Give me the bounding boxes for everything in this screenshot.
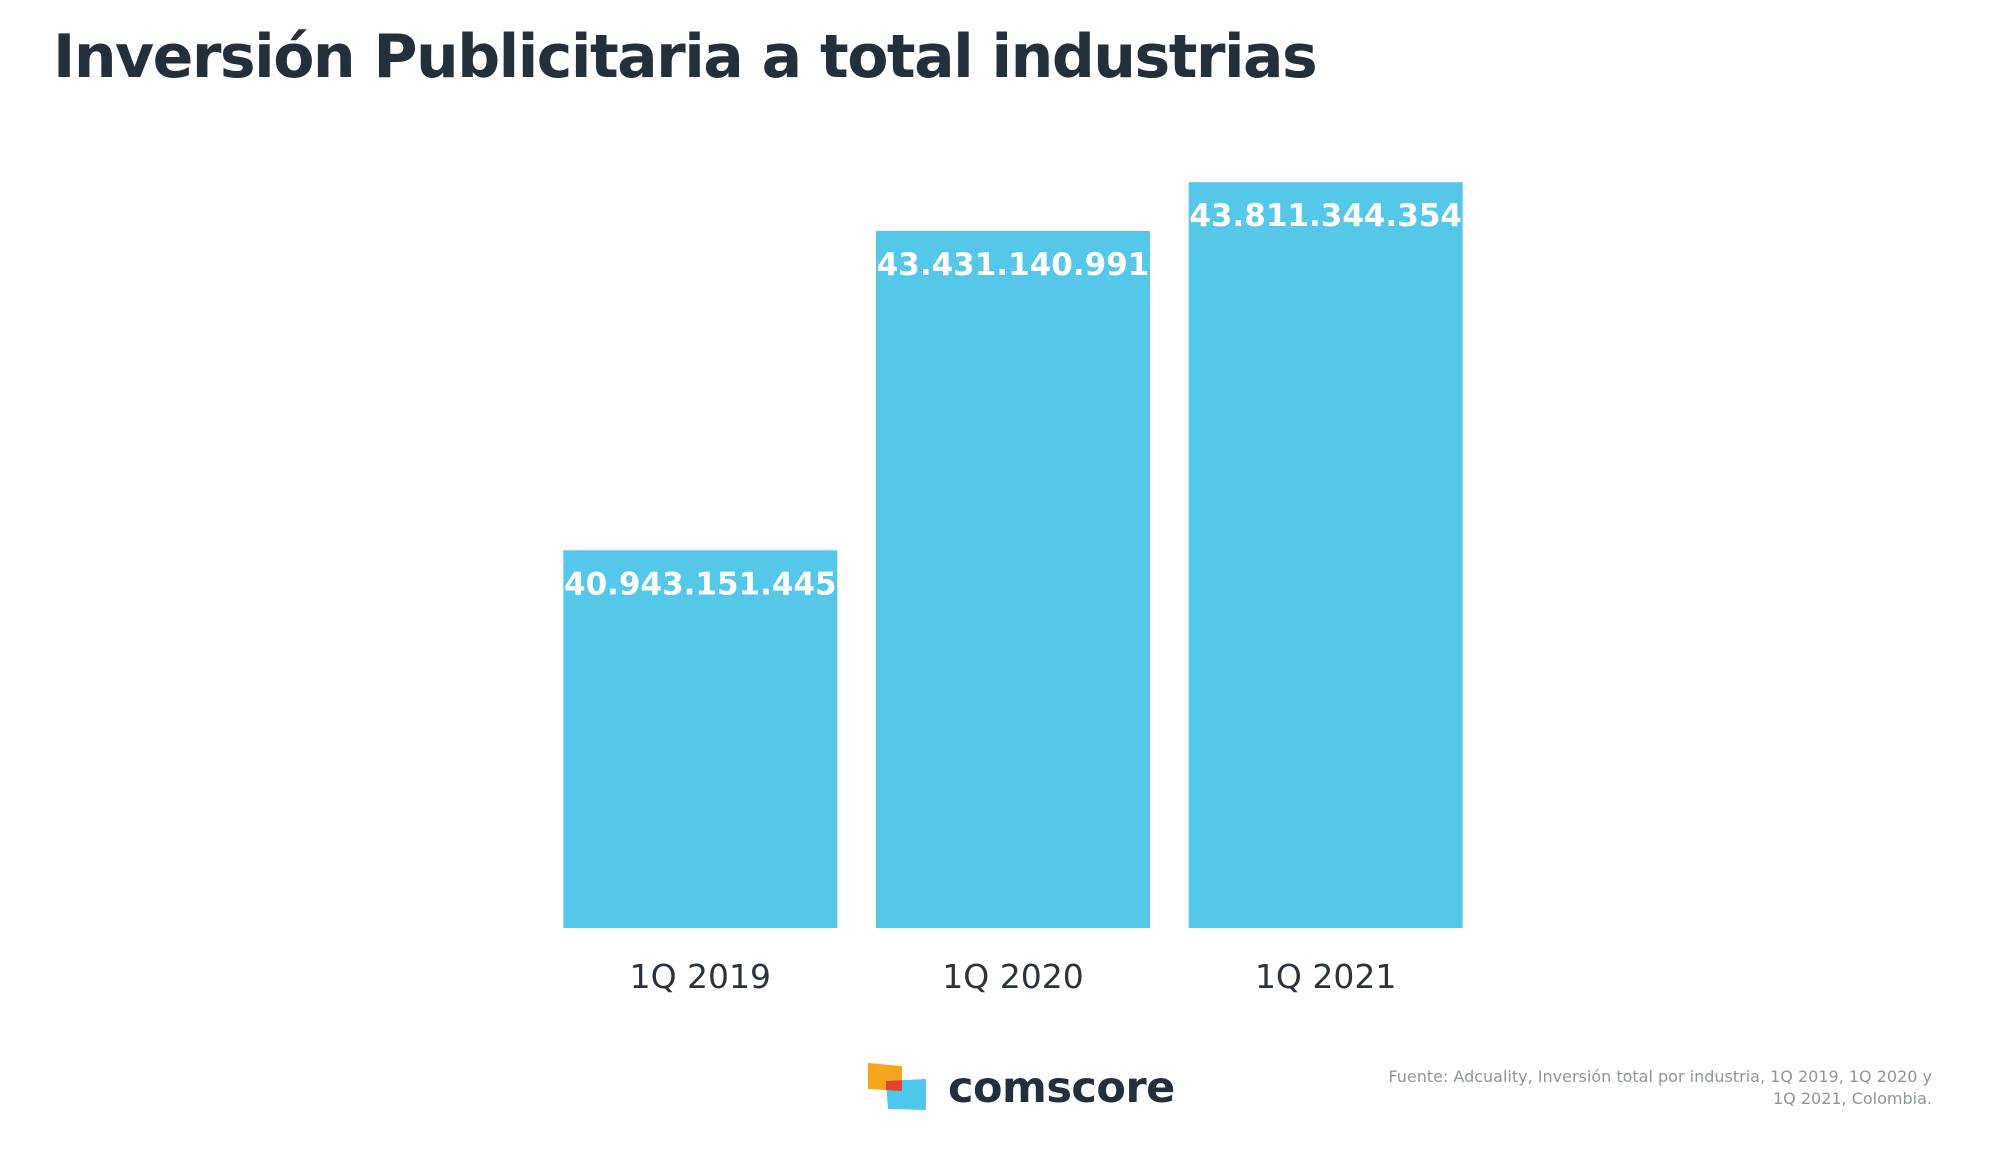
x-tick-label: 1Q 2020 [942,957,1083,996]
bar-1q-2019 [563,550,838,928]
bar-value-label: 43.811.344.354 [1189,198,1462,234]
logo-red-shape [886,1080,902,1091]
x-tick-label: 1Q 2019 [630,957,771,996]
bar-value-label: 43.431.140.991 [877,247,1150,283]
page-title: Inversión Publicitaria a total industria… [53,22,1318,92]
bar-value-label: 40.943.151.445 [564,566,837,602]
x-tick-label: 1Q 2021 [1255,957,1396,996]
comscore-logo: comscore [868,1063,1175,1113]
bar-1q-2020 [876,231,1150,929]
comscore-logo-icon [868,1063,926,1110]
bar-chart: 40.943.151.445 1Q 2019 43.431.140.991 1Q 20… [563,182,1463,996]
source-note: Fuente: Adcuality, Inversión total por i… [1388,1067,1932,1108]
bar-1q-2021 [1188,182,1463,928]
logo-wordmark: comscore [948,1063,1175,1113]
